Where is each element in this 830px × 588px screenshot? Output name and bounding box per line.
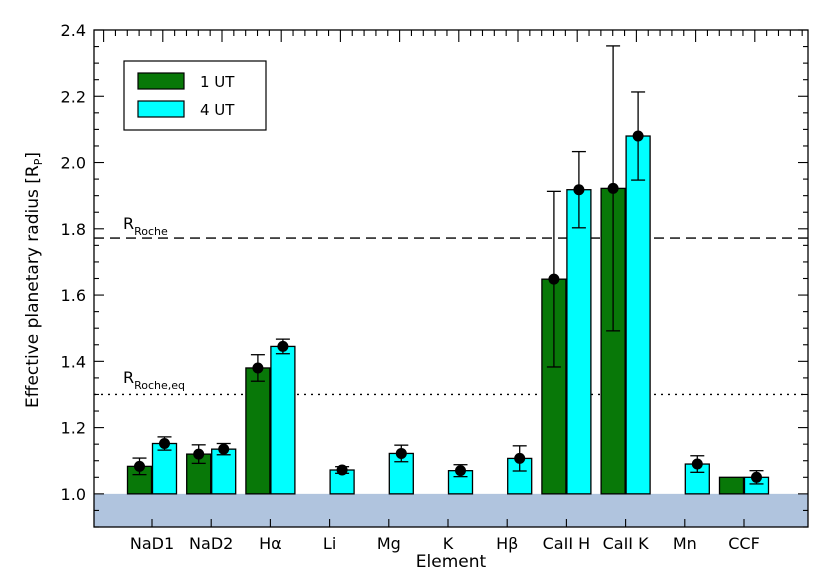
x-tick-label: NaD1 bbox=[130, 534, 174, 553]
legend-swatch-1ut bbox=[137, 72, 185, 90]
bar-4ut-2 bbox=[270, 345, 296, 495]
bar-4ut-7 bbox=[566, 189, 592, 495]
x-tick-label: CaII K bbox=[603, 534, 650, 553]
errorbar-4ut-7 bbox=[571, 150, 586, 229]
reference-lines bbox=[94, 237, 808, 396]
bars-group bbox=[126, 135, 770, 495]
data-point bbox=[134, 460, 145, 472]
legend-box bbox=[123, 60, 267, 131]
roche-label: RRoche bbox=[123, 214, 168, 238]
data-point bbox=[218, 443, 230, 455]
data-point bbox=[607, 182, 619, 194]
x-tick-label: CCF bbox=[728, 534, 760, 553]
data-point bbox=[514, 452, 526, 464]
data-point bbox=[455, 465, 466, 477]
errorbar-4ut-9 bbox=[690, 455, 705, 473]
errorbar-1ut-0 bbox=[132, 457, 147, 476]
data-point bbox=[573, 184, 585, 196]
x-tick-label: NaD2 bbox=[189, 534, 233, 553]
y-tick-label: 1.4 bbox=[61, 352, 86, 371]
bar-1ut-2 bbox=[245, 367, 271, 495]
x-tick-label: Hβ bbox=[496, 534, 518, 553]
y-tick-label: 1.2 bbox=[61, 419, 86, 438]
errorbar-1ut-1 bbox=[191, 444, 206, 465]
errorbar-1ut-2 bbox=[250, 354, 265, 382]
data-point bbox=[691, 458, 703, 470]
x-tick-label: Li bbox=[323, 534, 336, 553]
data-point bbox=[277, 340, 289, 352]
errorbar-4ut-6 bbox=[512, 445, 527, 472]
errorbar-4ut-10 bbox=[749, 470, 764, 485]
bar-4ut-0 bbox=[151, 442, 178, 495]
x-tick-label: K bbox=[443, 534, 454, 553]
x-tick-label: Mg bbox=[377, 534, 401, 553]
legend: 1 UT 4 UT bbox=[123, 60, 267, 131]
errorbar-4ut-1 bbox=[216, 442, 231, 456]
data-point bbox=[193, 448, 205, 460]
y-tick-label: 2.4 bbox=[61, 21, 86, 40]
x-tick-label: Hα bbox=[259, 534, 282, 553]
y-tick-label: 2.2 bbox=[61, 87, 86, 106]
x-axis-title: Element bbox=[416, 552, 487, 572]
errorbar-4ut-3 bbox=[335, 464, 350, 476]
legend-label-1ut: 1 UT bbox=[200, 73, 235, 91]
bar-4ut-1 bbox=[211, 448, 237, 495]
x-tick-label: CaII H bbox=[543, 534, 591, 553]
errorbar-4ut-4 bbox=[394, 444, 409, 463]
y-tick-label: 1.6 bbox=[61, 286, 86, 305]
y-axis-title: Effective planetary radius [RP] bbox=[23, 152, 45, 408]
errorbar-4ut-8 bbox=[631, 91, 646, 181]
errorbar-4ut-0 bbox=[157, 436, 172, 451]
bar-1ut-10 bbox=[718, 476, 745, 495]
data-point bbox=[252, 362, 264, 374]
bar-4ut-8 bbox=[625, 135, 651, 495]
data-point bbox=[548, 273, 560, 285]
data-point bbox=[159, 438, 170, 450]
legend-label-4ut: 4 UT bbox=[200, 101, 235, 119]
errorbar-1ut-8 bbox=[606, 45, 621, 332]
plot-frame bbox=[93, 29, 809, 528]
errorbars-group bbox=[132, 45, 764, 485]
planet-body-shading bbox=[94, 493, 808, 527]
data-point bbox=[336, 464, 348, 476]
data-point bbox=[395, 447, 407, 459]
errorbar-4ut-2 bbox=[275, 338, 290, 355]
y-tick-label: 2.0 bbox=[61, 154, 86, 173]
x-tick-label: Mn bbox=[673, 534, 697, 553]
errorbar-4ut-5 bbox=[453, 464, 468, 478]
roche-eq-label: RRoche,eq bbox=[123, 368, 185, 392]
y-tick-label: 1.8 bbox=[61, 220, 86, 239]
legend-swatch-4ut bbox=[137, 100, 185, 118]
x-axis: NaD1 NaD2 Hα Li Mg K Hβ CaII H CaII K Mn CCF bbox=[103, 30, 803, 553]
y-tick-label: 1.0 bbox=[61, 485, 86, 504]
data-point bbox=[751, 471, 762, 483]
errorbar-1ut-7 bbox=[546, 190, 561, 368]
data-point bbox=[632, 130, 644, 142]
